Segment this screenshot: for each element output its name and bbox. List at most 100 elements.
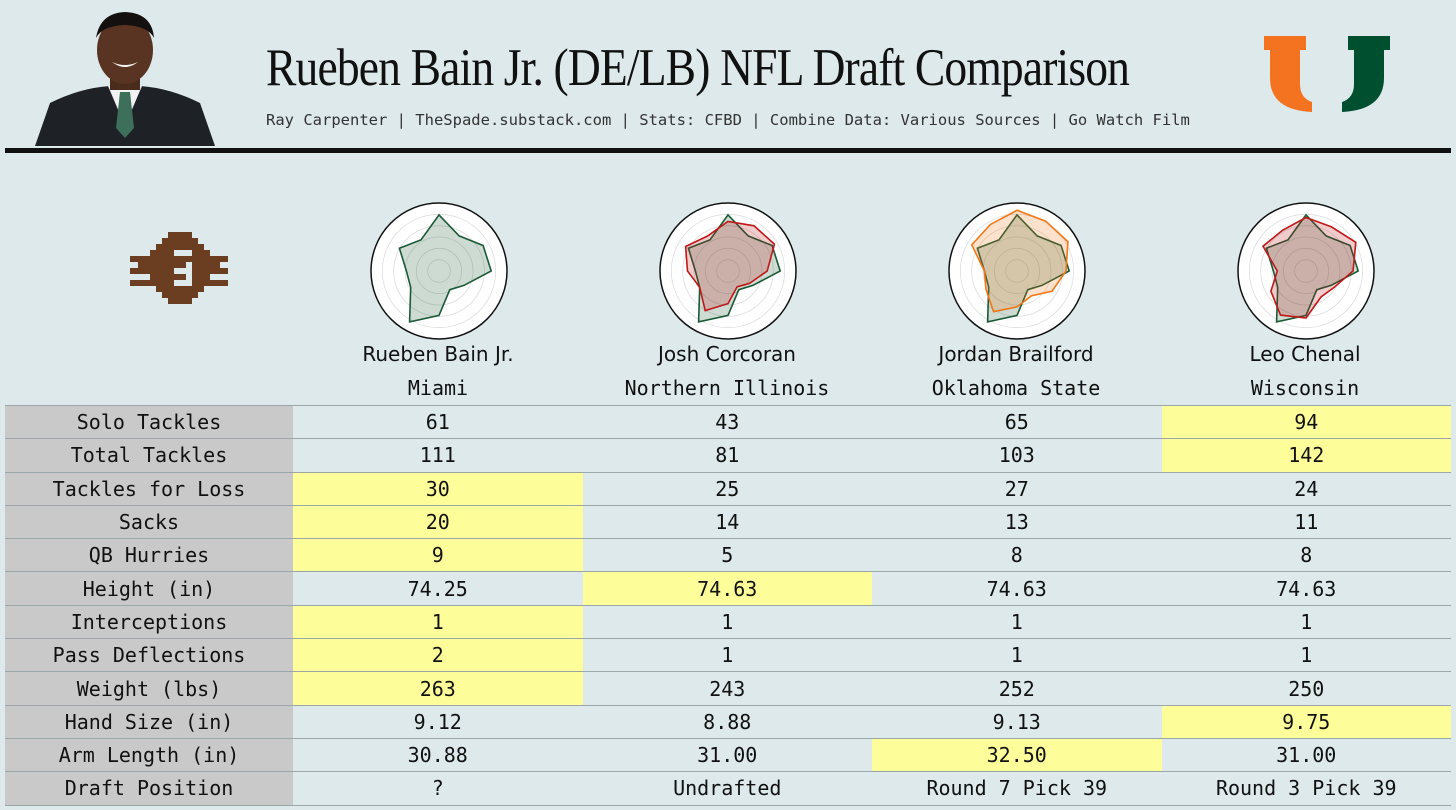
stat-value: 11 [1161,504,1451,540]
radar-series [970,209,1069,313]
table-row: QB Hurries 9 5 8 8 [5,538,1451,573]
stat-value: 8.88 [582,704,872,739]
stat-value: 24 [1161,471,1451,506]
stat-value: 1 [582,638,872,673]
radar-series [398,213,493,323]
table-row: Interceptions 1 1 1 1 [5,604,1451,640]
stat-label: Arm Length (in) [5,737,293,773]
radar-series [1261,216,1357,319]
stat-label: Sacks [5,504,293,540]
radar-background [659,202,797,340]
stat-value: 9 [293,538,583,573]
stat-value: 30.88 [293,737,583,773]
stat-value: Round 7 Pick 39 [872,771,1162,806]
miami-u-logo [1264,36,1390,112]
stat-label: Tackles for Loss [5,471,293,506]
radar-series [687,213,782,323]
radar-gridline [415,247,463,295]
stat-value: 61 [293,404,583,440]
stat-value: 252 [872,671,1162,706]
stat-value: 2 [293,638,583,673]
stat-value: 9.12 [293,704,583,739]
stat-value: 9.75 [1161,704,1451,739]
player-name: Leo Chenal [1249,342,1361,366]
radar-background [948,202,1086,340]
stat-value: 8 [872,538,1162,573]
radar-chart [1237,202,1375,340]
stat-value: 250 [1161,671,1451,706]
radar-series [976,213,1071,323]
stat-value: Round 3 Pick 39 [1161,771,1451,806]
stat-label: Interceptions [5,604,293,640]
stat-value: 13 [872,504,1162,540]
radar-gridline [993,247,1041,295]
table-row: Total Tackles 111 81 103 142 [5,438,1451,473]
radar-gridline [682,225,774,317]
page-subtitle: Ray Carpenter | TheSpade.substack.com | … [266,111,1190,129]
stat-label: Hand Size (in) [5,704,293,739]
radar-gridline [704,247,752,295]
radar-gridline [393,225,485,317]
stat-value: 5 [582,538,872,573]
table-row: Sacks 20 14 13 11 [5,504,1451,540]
radar-gridline [1282,247,1330,295]
stat-value: 243 [582,671,872,706]
stat-value: 1 [872,638,1162,673]
stat-value: 1 [1161,638,1451,673]
stat-value: 94 [1161,404,1451,440]
radar-background [1237,202,1375,340]
page-title: Rueben Bain Jr. (DE/LB) NFL Draft Compar… [266,39,1130,97]
table-row: Hand Size (in) 9.12 8.88 9.13 9.75 [5,704,1451,739]
radar-chart [370,202,508,340]
table-row: Pass Deflections 2 1 1 1 [5,638,1451,673]
table-row: Weight (lbs) 263 243 252 250 [5,671,1451,706]
stat-value: ? [293,771,583,806]
stat-label: Total Tackles [5,438,293,473]
stat-value: 74.25 [293,571,583,606]
stat-label: Solo Tackles [5,404,293,440]
stat-label: Draft Position [5,771,293,806]
radar-chart [948,202,1086,340]
header-divider [5,148,1451,153]
player-headshot [30,8,220,146]
stat-value: 32.50 [872,737,1162,773]
radar-gridline [982,236,1052,306]
stat-value: 74.63 [1161,571,1451,606]
stat-value: 74.63 [582,571,872,606]
player-school: Oklahoma State [931,376,1101,400]
radar-gridline [427,259,451,283]
stat-label: Weight (lbs) [5,671,293,706]
player-school: Northern Illinois [624,376,830,400]
stats-table: Solo Tackles 61 43 65 94 Total Tackles 111 81 10… [5,404,1451,806]
stat-value: 1 [582,604,872,640]
stat-value: 103 [872,438,1162,473]
stat-value: 111 [293,438,583,473]
stat-value: 8 [1161,538,1451,573]
stat-label: Pass Deflections [5,638,293,673]
stat-value: 14 [582,504,872,540]
stat-value: 43 [582,404,872,440]
player-name: Rueben Bain Jr. [362,342,514,366]
radar-series [684,220,776,312]
stat-value: 1 [293,604,583,640]
stat-value: 31.00 [582,737,872,773]
radar-gridline [971,225,1063,317]
stat-label: QB Hurries [5,538,293,573]
radar-gridline [716,259,740,283]
stat-value: 263 [293,671,583,706]
radar-gridline [1294,259,1318,283]
radar-chart [659,202,797,340]
stat-value: 30 [293,471,583,506]
radar-gridline [404,236,474,306]
player-school: Miami [407,376,469,400]
table-row: Draft Position? Undrafted Round 7 Pick 39 R… [5,771,1451,806]
stat-value: 27 [872,471,1162,506]
pixel-art-logo [130,232,228,304]
player-name: Josh Corcoran [658,342,796,366]
stat-value: 81 [582,438,872,473]
stat-value: 31.00 [1161,737,1451,773]
player-name: Jordan Brailford [938,342,1094,366]
table-row: Height (in) 74.25 74.63 74.63 74.63 [5,571,1451,606]
radar-gridline [1260,225,1352,317]
radar-series [1265,213,1360,323]
